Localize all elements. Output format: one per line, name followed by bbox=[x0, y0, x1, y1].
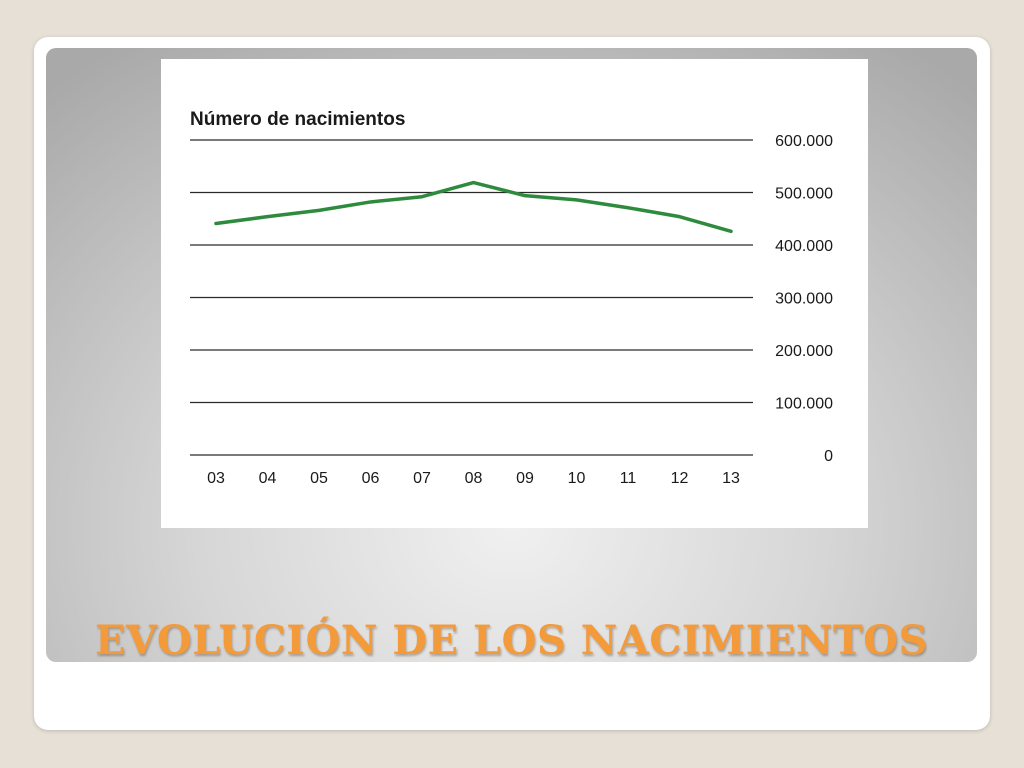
y-tick-label: 0 bbox=[824, 448, 833, 465]
data-point bbox=[317, 209, 321, 212]
x-tick-label: 06 bbox=[362, 470, 380, 487]
x-tick-label: 08 bbox=[465, 470, 483, 487]
x-tick-label: 05 bbox=[310, 470, 328, 487]
y-tick-label: 100.000 bbox=[775, 396, 833, 413]
data-point bbox=[626, 206, 630, 209]
x-tick-label: 13 bbox=[722, 470, 740, 487]
data-point bbox=[214, 222, 218, 225]
x-tick-label: 04 bbox=[259, 470, 277, 487]
data-point bbox=[472, 181, 475, 184]
gridlines bbox=[190, 139, 753, 456]
slide-title: EVOLUCIÓN DE LOS NACIMIENTOS bbox=[95, 617, 928, 664]
y-axis-tick-labels: 0 100.000 200.000 300.000 400.000 500.000 600.… bbox=[775, 133, 833, 465]
x-tick-label: 07 bbox=[413, 470, 431, 487]
x-tick-label: 03 bbox=[207, 470, 225, 487]
x-tick-label: 11 bbox=[620, 470, 637, 487]
y-tick-label: 300.000 bbox=[775, 291, 833, 308]
line-chart: Número de nacimientos 0 100.000 200.000 300… bbox=[190, 109, 833, 487]
data-point bbox=[523, 194, 527, 197]
x-tick-label: 12 bbox=[671, 470, 689, 487]
series-layer bbox=[214, 180, 733, 234]
y-tick-label: 200.000 bbox=[775, 343, 833, 360]
chart-title: Número de nacimientos bbox=[190, 109, 405, 130]
series-line bbox=[214, 180, 733, 234]
x-tick-label: 10 bbox=[568, 470, 586, 487]
data-point bbox=[575, 198, 578, 202]
x-tick-label: 09 bbox=[516, 470, 534, 487]
y-tick-label: 500.000 bbox=[775, 186, 833, 203]
data-point bbox=[369, 200, 372, 204]
data-point bbox=[729, 230, 733, 233]
data-point bbox=[678, 215, 681, 218]
data-point bbox=[266, 215, 269, 218]
x-axis-tick-labels: 03 04 05 06 07 08 09 10 11 12 13 bbox=[207, 470, 740, 487]
chart-card: Número de nacimientos 0 100.000 200.000 300… bbox=[161, 59, 868, 528]
y-tick-label: 600.000 bbox=[775, 133, 833, 150]
y-tick-label: 400.000 bbox=[775, 238, 833, 255]
data-point bbox=[420, 195, 424, 198]
